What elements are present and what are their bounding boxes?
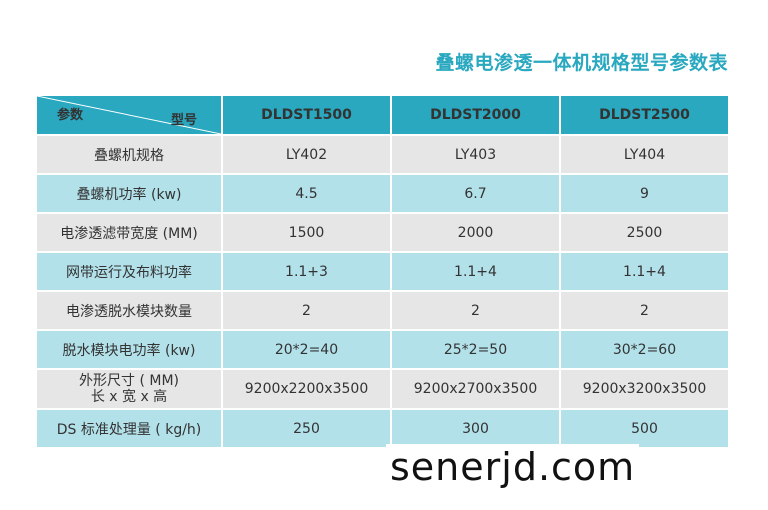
table-cell: 4.5: [223, 175, 390, 212]
row-label: 外形尺寸 ( MM) 长 x 宽 x 高: [37, 370, 221, 408]
table-cell: 1.1+3: [223, 253, 390, 290]
row-label: 网带运行及布料功率: [37, 253, 221, 290]
table-cell: 6.7: [392, 175, 559, 212]
table-cell: 2: [561, 292, 728, 329]
row-label: 叠螺机规格: [37, 136, 221, 173]
table-row: 叠螺机功率 (kw) 4.5 6.7 9: [37, 175, 728, 212]
table-row: 脱水模块电功率 (kw) 20*2=40 25*2=50 30*2=60: [37, 331, 728, 368]
watermark-text: senerjd.com: [386, 444, 640, 490]
table-cell: LY403: [392, 136, 559, 173]
corner-header-cell: 参数 型号: [37, 96, 221, 134]
table-row: 叠螺机规格 LY402 LY403 LY404: [37, 136, 728, 173]
row-label: DS 标准处理量 ( kg/h): [37, 410, 221, 447]
table-cell: 2500: [561, 214, 728, 251]
table-cell: 30*2=60: [561, 331, 728, 368]
row-label-line2: 长 x 宽 x 高: [90, 389, 168, 405]
table-cell: 9200x3200x3500: [561, 370, 728, 408]
page-title: 叠螺电渗透一体机规格型号参数表: [435, 52, 728, 74]
corner-param-label: 参数: [57, 108, 84, 123]
table-cell: 9200x2700x3500: [392, 370, 559, 408]
row-label: 叠螺机功率 (kw): [37, 175, 221, 212]
table-row: DS 标准处理量 ( kg/h) 250 300 500: [37, 410, 728, 447]
model-header-3: DLDST2500: [561, 96, 728, 134]
table-cell: 2000: [392, 214, 559, 251]
row-label-line1: 外形尺寸 ( MM): [79, 373, 179, 389]
table-cell: 20*2=40: [223, 331, 390, 368]
table-header-row: 参数 型号 DLDST1500 DLDST2000 DLDST2500: [37, 96, 728, 134]
table-cell: 1.1+4: [561, 253, 728, 290]
table-row: 网带运行及布料功率 1.1+3 1.1+4 1.1+4: [37, 253, 728, 290]
spec-table: 参数 型号 DLDST1500 DLDST2000 DLDST2500 叠螺机规…: [35, 94, 730, 449]
table-row: 外形尺寸 ( MM) 长 x 宽 x 高 9200x2200x3500 9200…: [37, 370, 728, 408]
table-cell: 9: [561, 175, 728, 212]
table-cell: 2: [223, 292, 390, 329]
table-cell: 300: [392, 410, 559, 447]
row-label: 脱水模块电功率 (kw): [37, 331, 221, 368]
table-cell: 2: [392, 292, 559, 329]
table-cell: LY402: [223, 136, 390, 173]
table-cell: 1.1+4: [392, 253, 559, 290]
table-cell: 500: [561, 410, 728, 447]
model-header-2: DLDST2000: [392, 96, 559, 134]
table-row: 电渗透脱水模块数量 2 2 2: [37, 292, 728, 329]
diagonal-divider: [37, 96, 221, 134]
table-cell: 25*2=50: [392, 331, 559, 368]
table-cell: 9200x2200x3500: [223, 370, 390, 408]
row-label: 电渗透滤带宽度 (MM): [37, 214, 221, 251]
model-header-1: DLDST1500: [223, 96, 390, 134]
table-cell: 1500: [223, 214, 390, 251]
row-label: 电渗透脱水模块数量: [37, 292, 221, 329]
corner-model-label: 型号: [170, 113, 197, 128]
table-cell: 250: [223, 410, 390, 447]
table-cell: LY404: [561, 136, 728, 173]
table-row: 电渗透滤带宽度 (MM) 1500 2000 2500: [37, 214, 728, 251]
